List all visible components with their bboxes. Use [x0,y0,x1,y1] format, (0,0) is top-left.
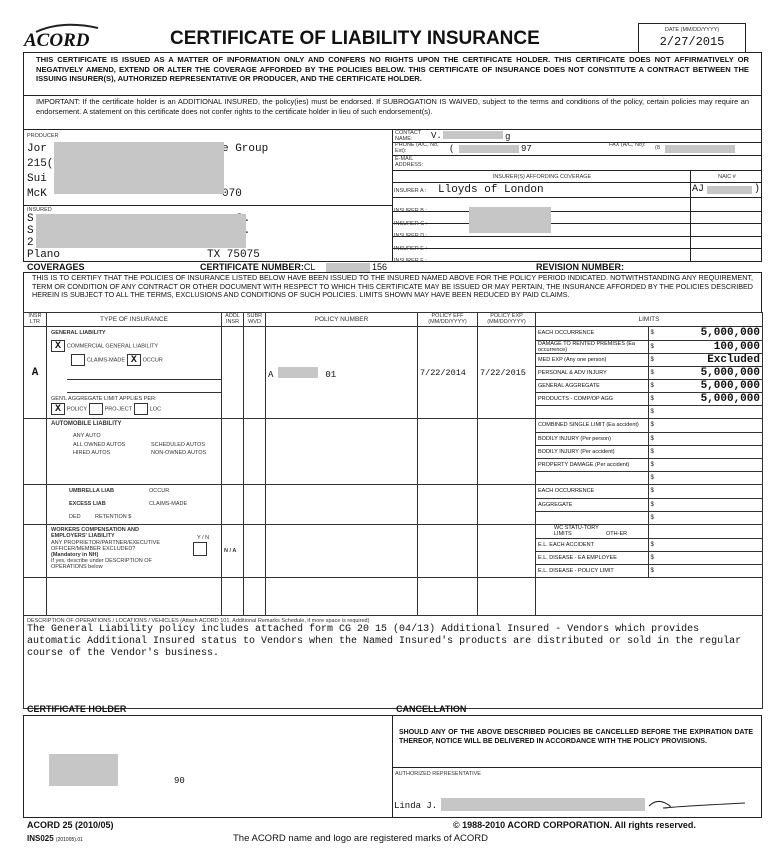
important-notice: IMPORTANT: If the certificate holder is … [23,95,762,130]
loc-checkbox[interactable] [133,403,148,415]
contact-section: CONTACT NAME: V. g PHONE (A/C, No, Ext):… [393,130,762,170]
gl-exp-date: 7/22/2015 [477,326,536,419]
gl-limits: EACH OCCURRENCE $5,000,000 DAMAGE TO RENT… [536,327,762,418]
wc-limits: WC STATU-TORY LIMITS OTH-ER E.L. EACH ACC… [536,525,762,577]
insurers-table: INSURER(S) AFFORDING COVERAGE NAIC # INS… [392,170,762,264]
description-label: DESCRIPTION OF OPERATIONS / LOCATIONS / … [27,618,370,624]
header-policy-eff: POLICY EFF (MM/DD/YYYY) [417,312,478,327]
auto-title: AUTOMOBILE LIABILITY [51,421,122,427]
insured-label: INSURED [27,207,52,213]
coverages-title: COVERAGES [27,262,85,272]
gl-policy-number: 01 [325,369,337,380]
header-limits: LIMITS [535,312,763,327]
insurer-d-row: INSURER D : [392,224,762,239]
signature-icon [648,800,746,809]
auto-liability-row: AUTOMOBILE LIABILITY ANY AUTO ALL OWNED … [23,418,763,485]
ins-code: INS025 (201005).01 [27,834,83,843]
coverage-table: INSR LTR TYPE OF INSURANCE ADDL INSR SUB… [23,312,763,709]
authorized-rep-box: AUTHORIZED REPRESENTATIVE Linda J. [392,767,762,818]
cgl-checkbox[interactable]: X [51,340,65,352]
insurer-a-row: INSURER A : Lloyds of London AJ ) [392,184,762,198]
agg-limit-label: GEN'L AGGREGATE LIMIT APPLIES PER: [51,396,157,402]
header-subr: SUBR WVD [243,312,266,327]
gl-eff-date: 7/22/2014 [417,326,478,419]
logo-text: ACORD [24,30,90,51]
producer-label: PRODUCER [27,133,59,139]
certificate-holder-box: M1V 90 [23,715,393,818]
cancellation-box: SHOULD ANY OF THE ABOVE DESCRIBED POLICI… [392,715,762,768]
cgl-label: COMMERCIAL GENERAL LIABILITY [66,343,159,350]
revision-number-label: REVISION NUMBER: [536,262,625,272]
occur-checkbox[interactable]: X [126,354,141,366]
date-box: DATE (MM/DD/YYYY) 2/27/2015 [638,23,746,53]
empty-row [23,577,763,616]
date-value: 2/27/2015 [659,35,725,49]
header-addl: ADDL INSR [221,312,244,327]
wc-excluded-checkbox[interactable] [193,542,207,556]
gl-title: GENERAL LIABILITY [51,330,106,336]
umbrella-limits: EACH OCCURRENCE $ AGGREGATE $ $ [536,485,762,524]
gl-insurer-letter: A [23,326,47,419]
header-insr-ltr: INSR LTR [23,312,47,327]
wc-na: N / A [221,524,244,578]
description-row: DESCRIPTION OF OPERATIONS / LOCATIONS / … [23,615,763,709]
redacted-producer [54,142,224,194]
coverages-text: THIS IS TO CERTIFY THAT THE POLICIES OF … [23,272,762,313]
trademark-notice: The ACORD name and logo are registered m… [233,833,489,844]
cancellation-title: CANCELLATION [396,704,467,714]
insurer-c-row: INSURER C : [392,212,762,227]
header-policy-exp: POLICY EXP (MM/DD/YYYY) [477,312,536,327]
logo-swoosh-icon [35,23,99,33]
producer-address: Jor 215(Sui McK e Group 070 [27,143,269,200]
acord-logo: ACORD [22,22,107,51]
certificate-number-label: CERTIFICATE NUMBER:CL [200,262,316,272]
copyright: © 1988-2010 ACORD CORPORATION. All right… [453,820,696,830]
description-text: The General Liability policy includes at… [27,624,742,659]
certificate-number-end: 156 [372,262,388,272]
project-checkbox[interactable] [88,403,103,415]
page-title: CERTIFICATE OF LIABILITY INSURANCE [170,28,540,49]
insurer-f-row: INSURER F : [394,258,427,264]
form-number: ACORD 25 (2010/05) [27,820,114,830]
header-type: TYPE OF INSURANCE [46,312,222,327]
auto-limits: COMBINED SINGLE LIMIT (Ea accident) $ BOD… [536,419,762,484]
any-auto-label: ANY AUTO [73,433,101,439]
insurer-e-row: INSURER E : [392,237,762,252]
umbrella-row: UMBRELLA LIAB OCCUR EXCESS LIAB CLAIMS-MAD… [23,484,763,525]
authorized-signer: Linda J. [394,801,438,811]
workers-comp-row: WORKERS COMPENSATION AND EMPLOYERS' LIAB… [23,524,763,578]
redacted-insured [36,214,246,248]
general-liability-row: A GENERAL LIABILITY X COMMERCIAL GENERAL… [23,326,763,419]
header-policy-number: POLICY NUMBER [265,312,418,327]
date-label: DATE (MM/DD/YYYY) [664,27,720,33]
insurer-b-row: INSURER B : [392,199,762,214]
disclaimer: THIS CERTIFICATE IS ISSUED AS A MATTER O… [23,52,762,96]
claims-made-checkbox[interactable] [71,354,85,366]
policy-checkbox[interactable]: X [51,403,65,415]
certificate-holder-title: CERTIFICATE HOLDER [27,704,127,714]
